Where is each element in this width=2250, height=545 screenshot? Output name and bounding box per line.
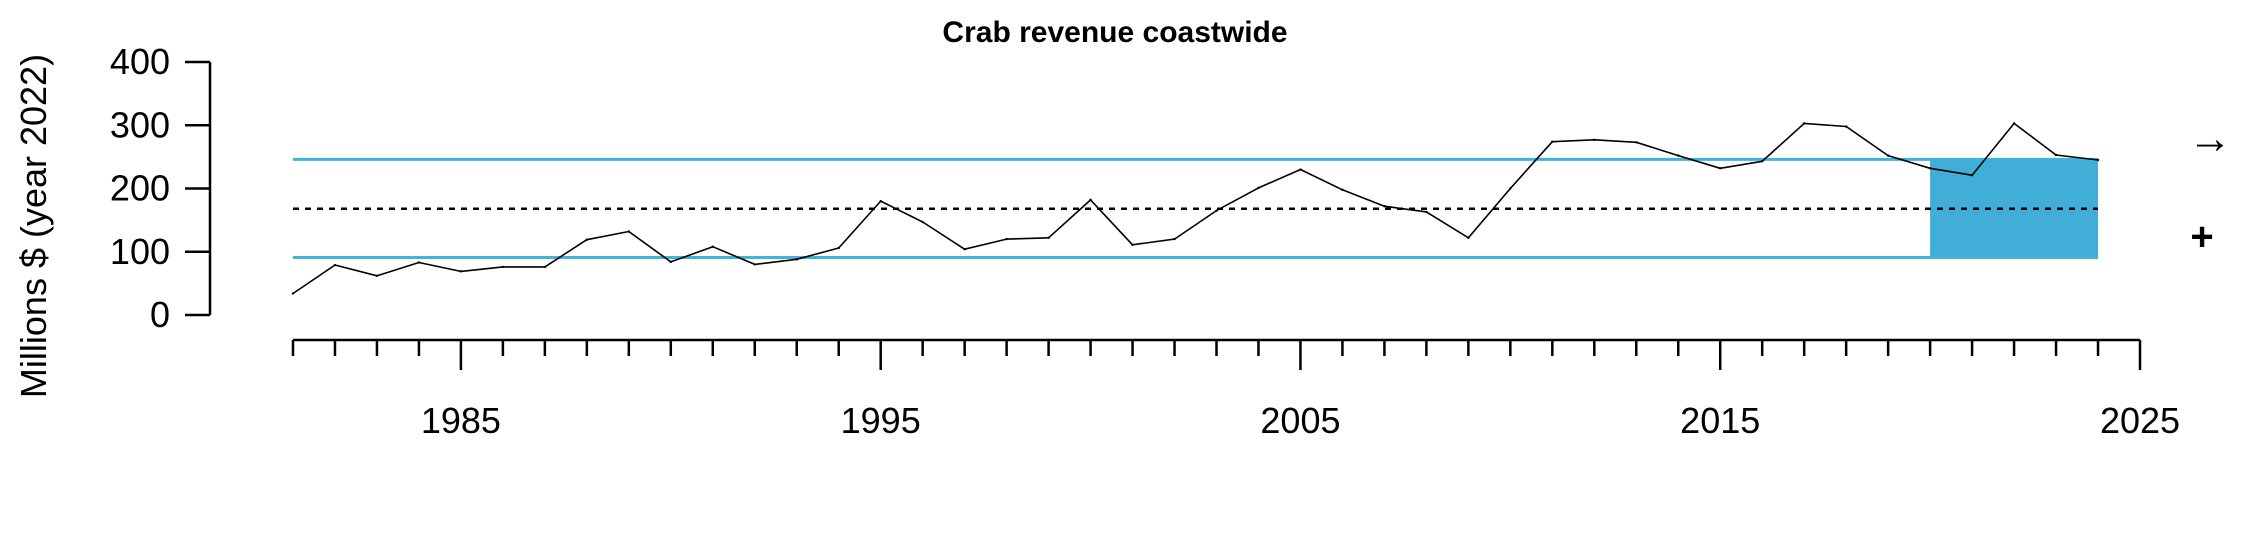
y-axis-title: Millions $ (year 2022): [13, 54, 54, 398]
x-tick-label-1995: 1995: [841, 400, 921, 441]
data-point-2004: [1257, 186, 1260, 190]
data-point-1993: [795, 258, 798, 261]
data-point-1996: [921, 220, 924, 224]
data-point-1989: [627, 230, 631, 233]
data-point-1991: [711, 245, 714, 248]
x-tick-label-2015: 2015: [1680, 400, 1760, 441]
data-point-2016: [1761, 160, 1764, 163]
data-point-2012: [1593, 138, 1596, 141]
y-tick-label-0: 0: [150, 294, 170, 335]
x-tick-label-1985: 1985: [421, 400, 501, 441]
data-point-1981: [291, 292, 295, 295]
data-point-2021: [1970, 174, 1974, 177]
data-point-2023: [2054, 153, 2058, 157]
data-point-2020: [1928, 167, 1932, 170]
data-point-2010: [1509, 187, 1512, 190]
y-tick-label-200: 200: [110, 168, 170, 209]
trend-arrow-icon: →: [2188, 114, 2232, 163]
data-point-2007: [1383, 205, 1386, 208]
data-point-2003: [1215, 209, 1218, 212]
data-point-2008: [1425, 210, 1428, 214]
data-point-1999: [1047, 236, 1050, 240]
data-point-2019: [1886, 154, 1890, 157]
data-point-2005: [1299, 168, 1302, 171]
y-tick-label-100: 100: [110, 231, 170, 272]
data-point-2006: [1341, 188, 1344, 191]
data-point-1982: [333, 263, 337, 267]
data-point-2009: [1467, 236, 1470, 240]
data-point-2022: [2012, 122, 2016, 125]
data-point-1994: [837, 246, 840, 250]
data-point-1990: [669, 260, 672, 264]
x-tick-label-2025: 2025: [2100, 400, 2180, 441]
y-tick-label-300: 300: [110, 104, 170, 145]
data-point-2015: [1719, 167, 1722, 170]
data-point-2002: [1173, 237, 1176, 241]
chart-title: Crab revenue coastwide: [942, 16, 1287, 49]
data-point-2024: [2096, 158, 2100, 162]
data-point-1983: [375, 274, 379, 277]
series-line: [292, 122, 2099, 295]
data-point-2000: [1089, 198, 1092, 202]
data-point-1998: [1005, 237, 1008, 241]
data-point-2001: [1131, 243, 1134, 246]
plot-area: 0 100 200 300 400 1985 1995 2005 2015 2025: [110, 41, 2180, 441]
data-point-1995: [879, 199, 882, 203]
y-tick-label-400: 400: [110, 41, 170, 82]
data-point-2011: [1551, 140, 1554, 143]
data-point-2014: [1677, 154, 1680, 157]
status-plus-icon: +: [2190, 215, 2213, 259]
data-point-1992: [753, 263, 756, 266]
data-point-1987: [543, 265, 547, 269]
data-point-1984: [417, 261, 421, 264]
data-point-2017: [1802, 122, 1806, 125]
data-point-2018: [1844, 125, 1848, 128]
x-tick-label-2005: 2005: [1260, 400, 1340, 441]
data-point-1997: [963, 248, 966, 251]
data-point-1988: [585, 238, 589, 241]
data-point-1985: [459, 270, 463, 273]
data-point-2013: [1635, 141, 1638, 144]
data-point-1986: [501, 265, 505, 269]
